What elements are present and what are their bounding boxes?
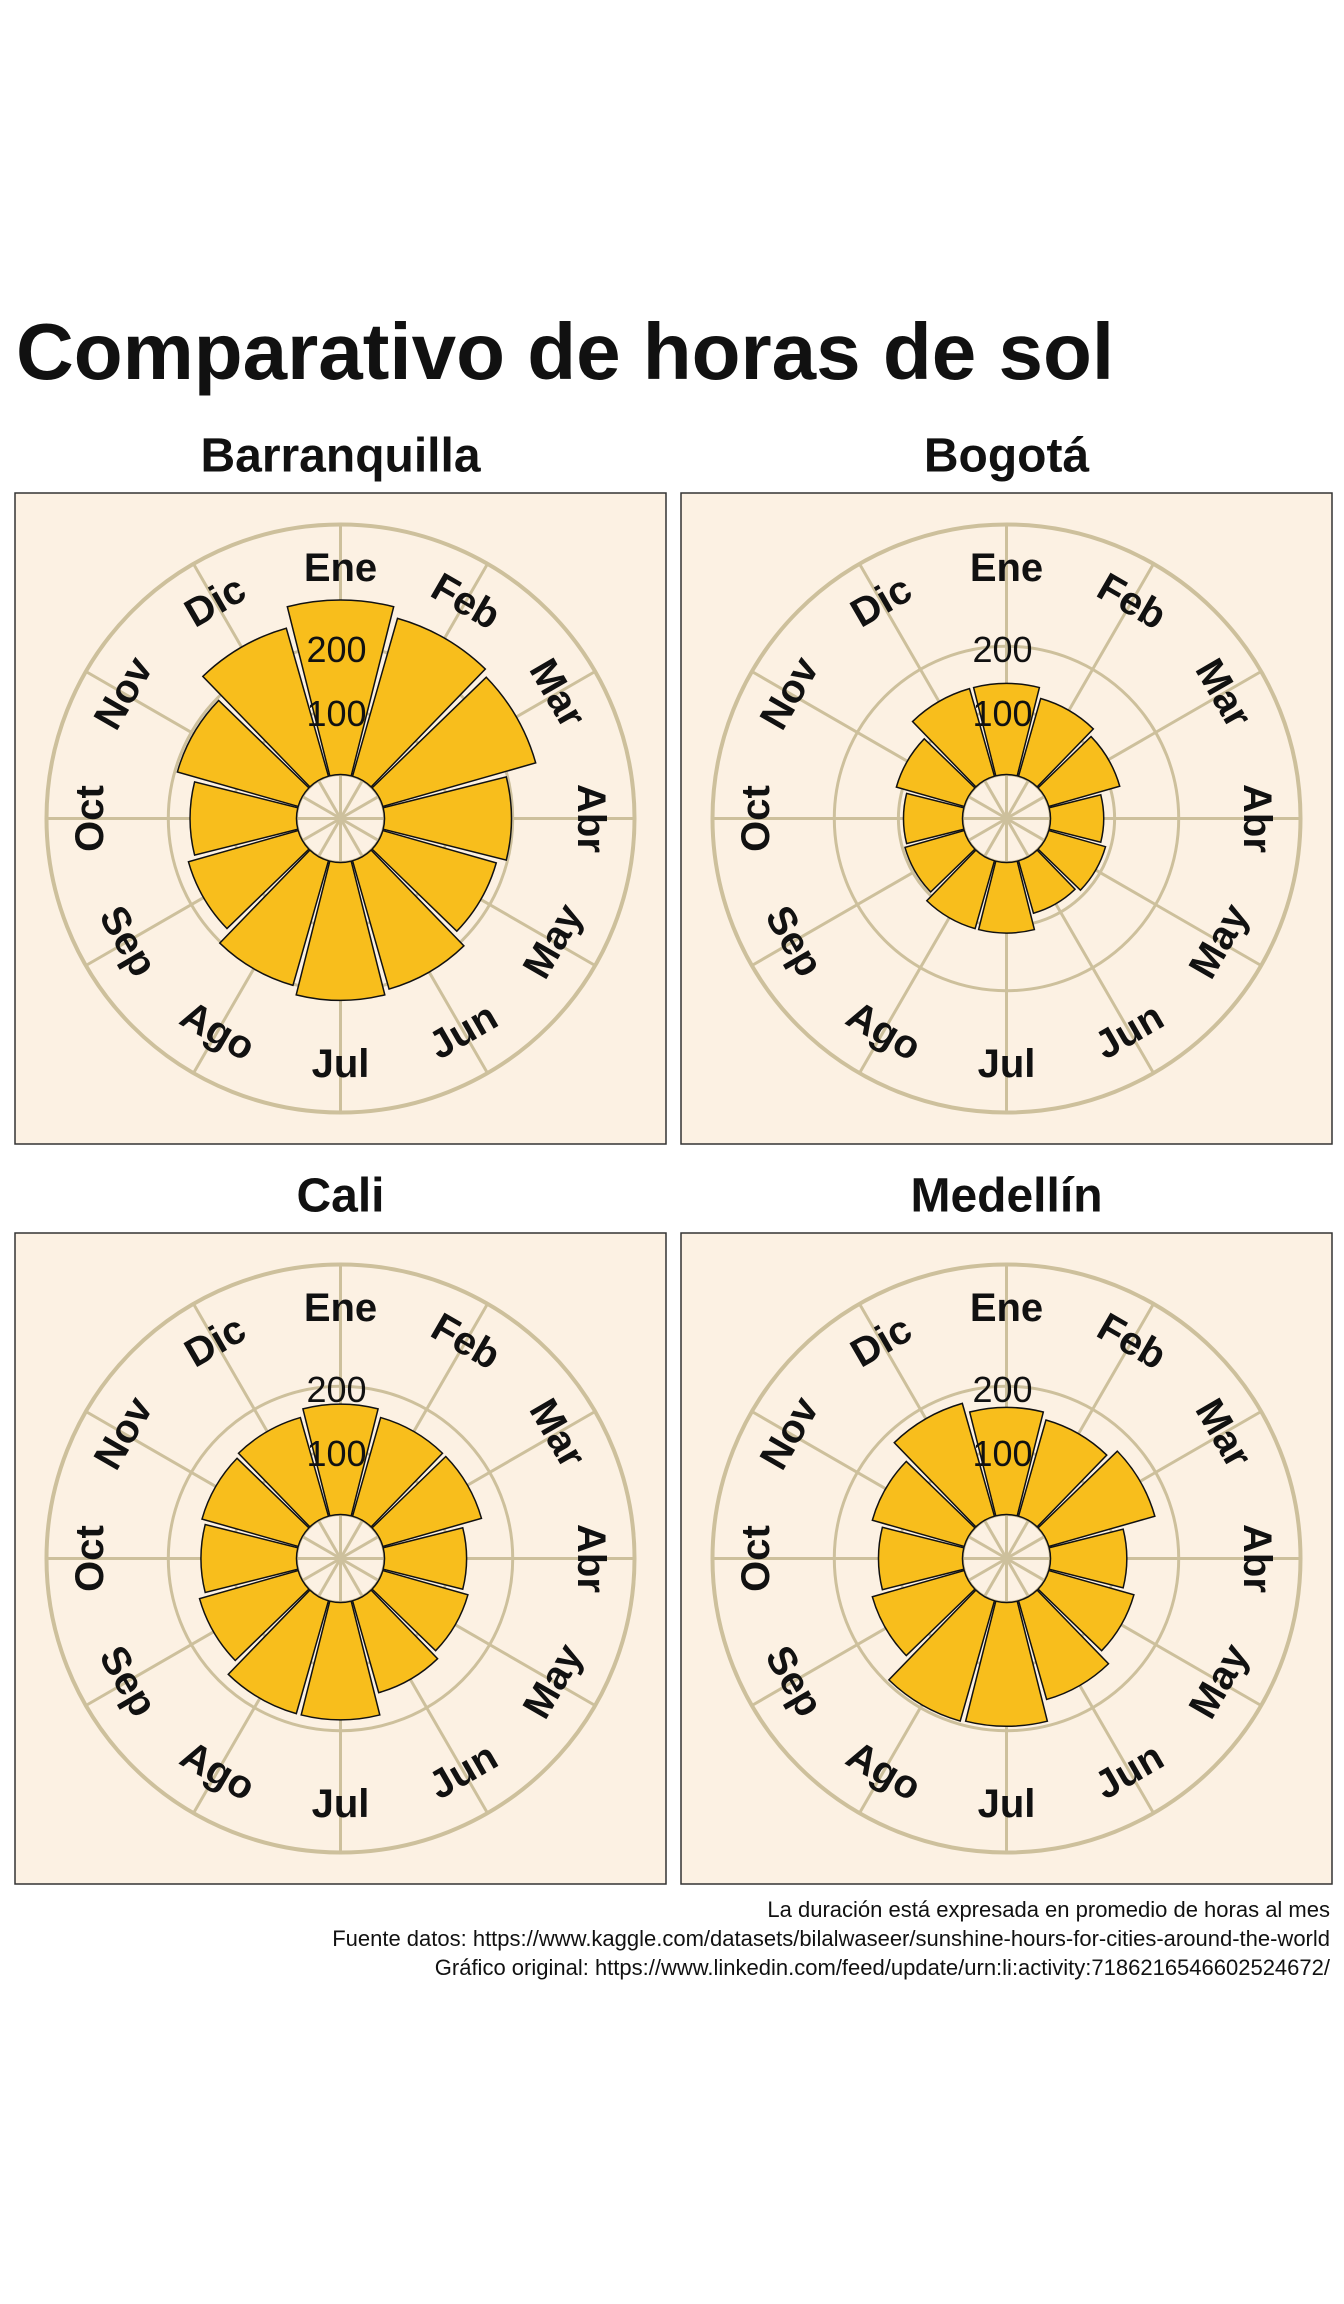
bar xyxy=(351,849,465,990)
bar xyxy=(977,860,1036,934)
bar xyxy=(893,1402,996,1528)
panel-title: Cali xyxy=(296,1170,384,1223)
y-tick-label: 100 xyxy=(972,1433,1032,1474)
y-tick-label: 200 xyxy=(972,1369,1032,1410)
bar xyxy=(201,627,330,788)
month-label: Ene xyxy=(304,1286,377,1330)
bar xyxy=(176,699,310,808)
bar xyxy=(371,1455,483,1548)
bar xyxy=(964,1600,1049,1727)
bar xyxy=(227,1589,330,1715)
month-label: Ene xyxy=(970,1286,1043,1330)
y-tick-label: 100 xyxy=(972,693,1032,734)
bar xyxy=(895,737,976,808)
bar xyxy=(302,1403,379,1517)
bar xyxy=(371,829,498,933)
month-label: Oct xyxy=(68,785,112,852)
bar xyxy=(351,1589,439,1694)
month-label: Abr xyxy=(569,1524,613,1593)
month-label: Ene xyxy=(970,546,1043,590)
month-label: Abr xyxy=(1235,1524,1279,1593)
month-label: Jul xyxy=(978,1782,1036,1826)
bar xyxy=(904,829,976,894)
bar xyxy=(218,849,330,987)
bar xyxy=(871,1460,976,1548)
bar xyxy=(371,676,537,808)
month-label: Oct xyxy=(734,1525,778,1592)
bar xyxy=(1037,829,1107,892)
bar xyxy=(187,829,310,930)
caption: La duración está expresada en promedio d… xyxy=(767,1897,1330,1922)
bar xyxy=(1037,1569,1135,1652)
panel-title: Medellín xyxy=(910,1170,1102,1223)
y-tick-label: 200 xyxy=(306,629,366,670)
bar xyxy=(871,1569,976,1657)
month-label: Oct xyxy=(734,785,778,852)
bar xyxy=(200,1523,299,1594)
bar xyxy=(1037,735,1121,808)
bar xyxy=(201,1457,310,1548)
month-label: Jul xyxy=(312,1782,370,1826)
bar xyxy=(887,1589,996,1722)
bar xyxy=(237,1416,330,1528)
bar xyxy=(1048,1528,1128,1589)
bar xyxy=(1017,697,1095,788)
panel-title: Barranquilla xyxy=(200,430,480,483)
month-label: Ene xyxy=(304,546,377,590)
y-tick-label: 100 xyxy=(306,693,366,734)
panel-title: Bogotá xyxy=(924,430,1090,483)
bar xyxy=(972,682,1041,777)
y-tick-label: 200 xyxy=(972,629,1032,670)
month-label: Jul xyxy=(312,1042,370,1086)
y-tick-label: 200 xyxy=(306,1369,366,1410)
bar xyxy=(1017,1419,1108,1528)
month-label: Jul xyxy=(978,1042,1036,1086)
bar xyxy=(1017,1589,1110,1701)
caption: Gráfico original: https://www.linkedin.c… xyxy=(435,1955,1331,1980)
month-label: Oct xyxy=(68,1525,112,1592)
month-label: Abr xyxy=(1235,784,1279,853)
bar xyxy=(189,780,299,857)
bar xyxy=(300,1600,381,1721)
bar xyxy=(925,849,996,930)
bar xyxy=(911,687,996,788)
bar xyxy=(198,1569,310,1662)
bar xyxy=(877,1526,965,1591)
bar xyxy=(902,792,965,845)
bar xyxy=(1048,793,1105,844)
month-label: Abr xyxy=(569,784,613,853)
figure-title: Comparativo de horas de sol xyxy=(16,307,1114,396)
bar xyxy=(382,1526,468,1591)
bar xyxy=(968,1406,1045,1517)
bar xyxy=(351,617,487,788)
bar xyxy=(371,1569,469,1652)
bar xyxy=(286,599,395,777)
caption: Fuente datos: https://www.kaggle.com/dat… xyxy=(332,1926,1330,1951)
bar xyxy=(351,1416,444,1528)
bar xyxy=(295,860,386,1002)
bar xyxy=(382,775,513,862)
bar xyxy=(1017,849,1077,915)
bar xyxy=(1037,1450,1156,1548)
y-tick-label: 100 xyxy=(306,1433,366,1474)
